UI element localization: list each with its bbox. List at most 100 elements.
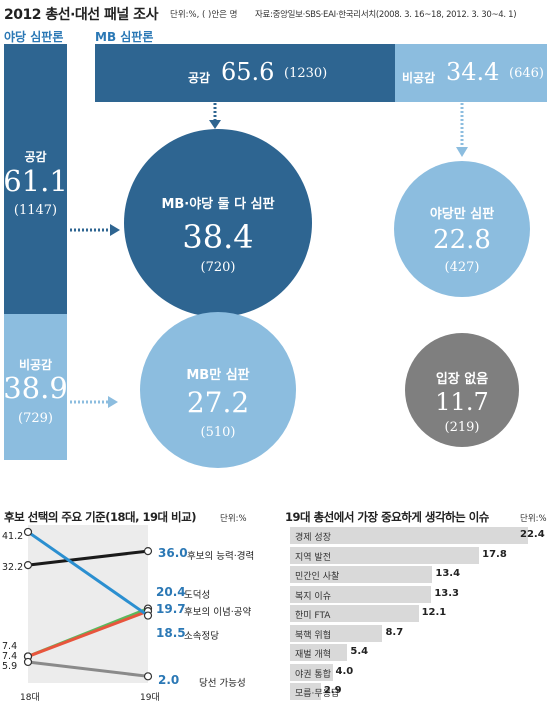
right-value-label: 19.7 <box>156 602 186 616</box>
opp-agree-bar <box>4 44 67 314</box>
mb-disagree-bar <box>395 44 547 102</box>
bar-value-label: 5.4 <box>350 646 369 657</box>
line-chart <box>23 525 153 683</box>
arrow-down-icon <box>456 103 468 157</box>
series-point <box>143 611 153 620</box>
bar-value-label: 13.3 <box>434 587 459 599</box>
series-line-2 <box>27 609 149 658</box>
series-name-label: 도덕성 <box>184 590 211 601</box>
mb-only-circle <box>140 312 296 468</box>
no-position-circle <box>405 333 519 447</box>
series-point <box>143 672 153 681</box>
right-value-label: 2.0 <box>158 673 180 687</box>
line-chart-title: 후보 선택의 주요 기준(18대, 19대 비교) <box>4 510 196 524</box>
series-name-label: 소속정당 <box>184 631 219 642</box>
bar <box>290 624 383 642</box>
mb-disagree-value: 34.4 <box>446 58 500 86</box>
bar <box>290 527 528 544</box>
bar-category-label: 야권 통합 <box>295 669 331 680</box>
opp-only-value: 22.8 <box>433 225 491 255</box>
series-point <box>23 657 33 667</box>
opp-only-count: (427) <box>444 260 480 275</box>
source-note: 자료:중앙일보·SBS·EAI·한국리서치(2008. 3. 16~18, 20… <box>255 10 517 20</box>
bar-value-label: 12.1 <box>421 607 447 618</box>
bar-chart-unit: 단위:% <box>520 514 547 524</box>
right-value-label: 36.0 <box>158 546 188 560</box>
bar-value-label: 13.4 <box>435 568 461 579</box>
bar <box>290 663 333 681</box>
opp-agree-value: 61.1 <box>3 164 68 198</box>
unit-note: 단위:%, ( )안은 명 <box>170 10 238 20</box>
bar <box>290 585 432 603</box>
bar-chart: 경제 성장 22.4 지역 발전 17.8 민간인 사찰 13.4 복지 이슈 13.3 한미 … <box>290 527 548 703</box>
mb-agree-label: 공감 <box>188 71 211 85</box>
bar-chart-title: 19대 총선에서 가장 중요하게 생각하는 이슈 <box>285 510 489 524</box>
bar <box>290 605 419 622</box>
bar <box>290 644 348 661</box>
mb-only-label: MB만 심판 <box>186 368 250 383</box>
right-value-label: 20.4 <box>156 585 186 599</box>
bar-value-label: 22.4 <box>520 529 545 540</box>
opp-only-circle <box>394 161 530 297</box>
arrow-right-icon <box>70 396 118 408</box>
left-value-label: 32.2 <box>2 562 24 573</box>
mb-only-count: (510) <box>200 425 236 440</box>
series-name-label: 후보의 능력·경력 <box>187 551 255 562</box>
no-position-value: 11.7 <box>435 388 489 416</box>
opp-only-label: 야당만 심판 <box>429 207 495 222</box>
bar-category-label: 북핵 위협 <box>295 630 331 641</box>
both-judgment-count: (720) <box>200 260 236 275</box>
mb-agree-bar <box>95 44 395 102</box>
both-judgment-value: 38.4 <box>182 218 254 256</box>
mb-disagree-label: 비공감 <box>402 71 436 85</box>
opp-disagree-count: (729) <box>18 411 53 426</box>
bar-category-label: 재벌 개혁 <box>295 650 331 660</box>
opp-disagree-bar <box>4 314 67 460</box>
bar-value-label: 4.0 <box>335 665 354 677</box>
bar <box>290 566 433 583</box>
opp-agree-count: (1147) <box>13 203 58 218</box>
series-name-label: 후보의 이념·공약 <box>184 607 252 618</box>
bar-value-label: 8.7 <box>385 626 404 638</box>
mb-judgment-label: MB 심판론 <box>95 30 154 44</box>
both-judgment-label: MB·야당 둘 다 심판 <box>161 197 275 212</box>
flow-diagram <box>4 44 547 468</box>
right-value-label: 18.5 <box>156 626 186 640</box>
arrow-down-icon <box>209 103 221 129</box>
left-value-label: 41.2 <box>2 531 24 542</box>
bar-category-label: 경제 성장 <box>295 533 331 543</box>
line-chart-plot-area <box>28 525 148 683</box>
opp-disagree-value: 38.9 <box>3 371 68 405</box>
opp-agree-label: 공감 <box>24 150 47 164</box>
category-label: 18대 <box>20 693 40 703</box>
series-point <box>23 560 33 570</box>
left-value-label: 7.4 <box>2 651 18 662</box>
series-line-4 <box>27 660 149 678</box>
bar-category-label: 한미 FTA <box>295 611 331 621</box>
arrow-right-icon <box>70 224 120 236</box>
series-line-3 <box>27 530 149 617</box>
both-judgment-circle <box>124 129 312 317</box>
bar <box>290 546 480 564</box>
bar <box>290 683 321 700</box>
series-point <box>23 527 33 537</box>
bar-category-label: 지역 발전 <box>295 552 331 563</box>
bar-category-label: 민간인 사찰 <box>295 572 340 582</box>
series-name-label: 당선 가능성 <box>199 678 246 689</box>
category-label: 19대 <box>140 693 160 703</box>
page-title: 2012 총선·대선 패널 조사 <box>4 7 158 23</box>
opp-disagree-label: 비공감 <box>18 358 53 372</box>
mb-disagree-count: (646) <box>509 66 544 81</box>
bar-category-label: 복지 이슈 <box>295 591 331 602</box>
mb-only-value: 27.2 <box>186 386 250 419</box>
line-chart-unit: 단위:% <box>220 514 247 524</box>
mb-agree-value: 65.6 <box>221 58 275 86</box>
opposition-judgment-label: 야당 심판론 <box>4 30 64 44</box>
no-position-count: (219) <box>444 420 480 435</box>
no-position-label: 입장 없음 <box>435 372 489 387</box>
bar-value-label: 17.8 <box>482 548 507 560</box>
left-value-label: 5.9 <box>2 661 18 672</box>
bar-category-label: 모름·무응답 <box>295 689 340 699</box>
bar-value-label: 2.9 <box>323 685 342 696</box>
series-point <box>143 546 153 556</box>
